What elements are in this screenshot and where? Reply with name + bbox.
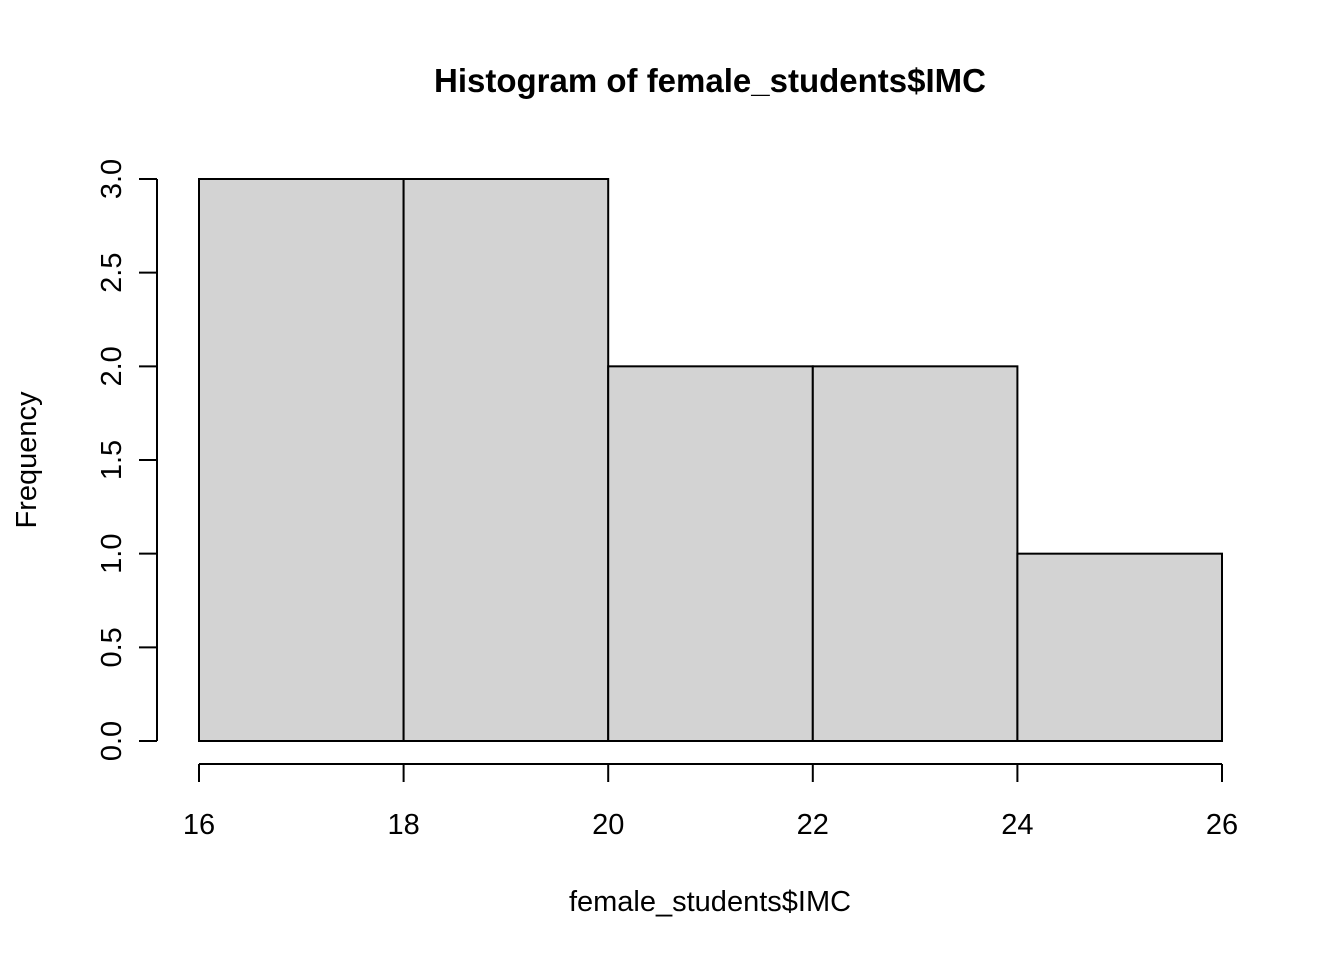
y-tick-label: 0.0 (96, 721, 128, 761)
y-tick-label: 3.0 (96, 159, 128, 199)
y-tick-label: 1.0 (96, 534, 128, 574)
y-tick-label: 1.5 (96, 440, 128, 480)
y-tick-label: 2.0 (96, 346, 128, 386)
x-axis-label: female_students$IMC (569, 886, 851, 918)
histogram-bar-2 (402, 178, 610, 742)
histogram-bar-1 (198, 178, 405, 742)
x-tick-label: 16 (183, 809, 215, 841)
y-tick-label: 0.5 (96, 627, 128, 667)
x-tick-label: 22 (797, 809, 829, 841)
x-tick-label: 26 (1206, 809, 1238, 841)
y-tick-label: 2.5 (96, 253, 128, 293)
x-tick-label: 24 (1001, 809, 1033, 841)
histogram-bar-3 (607, 365, 814, 742)
histogram-bar-4 (811, 365, 1019, 742)
x-tick-label: 20 (592, 809, 624, 841)
histogram-bar-5 (1016, 552, 1224, 743)
y-axis-label: Frequency (11, 391, 43, 529)
chart-title: Histogram of female_students$IMC (434, 62, 986, 99)
x-axis: 16 18 20 22 24 26 (183, 763, 1238, 841)
y-axis: 0.0 0.5 1.0 1.5 2.0 2.5 3.0 (96, 159, 158, 761)
x-tick-label: 18 (387, 809, 419, 841)
bars-group (198, 178, 1224, 743)
